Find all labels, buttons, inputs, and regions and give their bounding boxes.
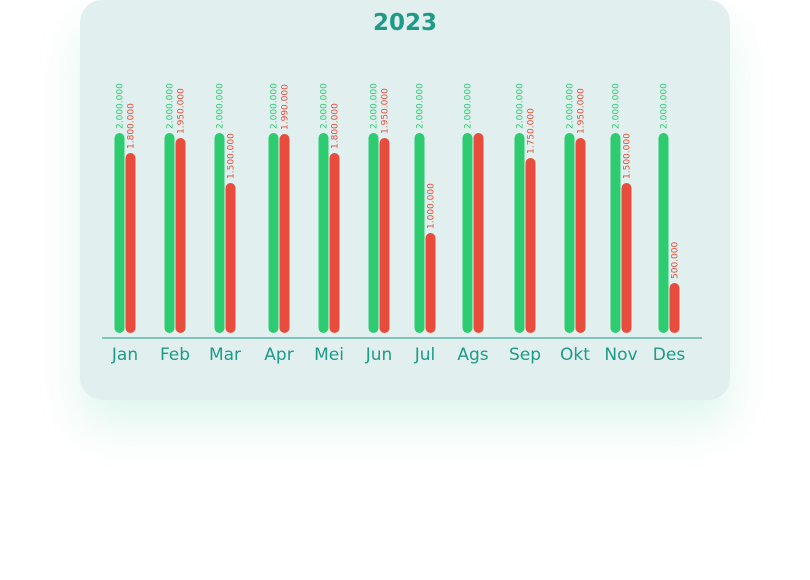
bar-red-feb bbox=[175, 138, 186, 333]
bar-green-sep bbox=[514, 133, 525, 333]
x-tick-label-des: Des bbox=[653, 345, 686, 365]
data-label-red-jul: 1.000.000 bbox=[427, 183, 437, 229]
data-label-green-feb: 2.000.000 bbox=[166, 83, 176, 129]
bar-green-nov bbox=[610, 133, 621, 333]
bar-red-nov bbox=[621, 183, 632, 333]
data-label-green-des: 2.000.000 bbox=[660, 83, 670, 129]
bar-red-mar bbox=[225, 183, 236, 333]
data-label-green-ags: 2.000.000 bbox=[464, 83, 474, 129]
x-tick-label-feb: Feb bbox=[160, 345, 190, 365]
x-tick-label-mar: Mar bbox=[209, 345, 241, 365]
data-label-green-nov: 2.000.000 bbox=[612, 83, 622, 129]
data-label-green-jul: 2.000.000 bbox=[416, 83, 426, 129]
bar-red-jul bbox=[425, 233, 436, 333]
chart-title: 2023 bbox=[372, 10, 437, 36]
x-tick-label-jul: Jul bbox=[414, 345, 436, 365]
bar-green-jul bbox=[414, 133, 425, 333]
bar-red-mei bbox=[329, 153, 340, 333]
data-label-green-okt: 2.000.000 bbox=[566, 83, 576, 129]
bar-red-ags bbox=[473, 133, 484, 333]
bar-red-des bbox=[669, 283, 680, 333]
x-tick-label-ags: Ags bbox=[457, 345, 488, 365]
bar-red-sep bbox=[525, 158, 536, 333]
data-label-green-mei: 2.000.000 bbox=[320, 83, 330, 129]
bar-red-okt bbox=[575, 138, 586, 333]
data-label-green-sep: 2.000.000 bbox=[516, 83, 526, 129]
bar-green-mar bbox=[214, 133, 225, 333]
x-tick-label-okt: Okt bbox=[560, 345, 590, 365]
data-label-red-mei: 1.800.000 bbox=[331, 103, 341, 149]
bar-red-jun bbox=[379, 138, 390, 333]
data-label-red-apr: 1.990.000 bbox=[281, 84, 291, 130]
data-label-red-sep: 1.750.000 bbox=[527, 108, 537, 154]
bar-green-jan bbox=[114, 133, 125, 333]
x-tick-label-mei: Mei bbox=[314, 345, 344, 365]
bar-green-apr bbox=[268, 133, 279, 333]
data-label-red-feb: 1.950.000 bbox=[177, 88, 187, 134]
x-tick-label-nov: Nov bbox=[604, 345, 637, 365]
x-tick-label-jan: Jan bbox=[111, 345, 138, 365]
bar-red-apr bbox=[279, 134, 290, 333]
data-label-red-jan: 1.800.000 bbox=[127, 103, 137, 149]
data-label-red-jun: 1.950.000 bbox=[381, 88, 391, 134]
data-label-red-okt: 1.950.000 bbox=[577, 88, 587, 134]
bar-red-jan bbox=[125, 153, 136, 333]
chart-card: 2023 2.000.000 1.800.000 Jan 2.000.000 1.950… bbox=[80, 0, 730, 400]
bar-green-okt bbox=[564, 133, 575, 333]
bar-green-jun bbox=[368, 133, 379, 333]
bar-green-ags bbox=[462, 133, 473, 333]
data-label-green-jan: 2.000.000 bbox=[116, 83, 126, 129]
data-label-green-jun: 2.000.000 bbox=[370, 83, 380, 129]
data-label-green-mar: 2.000.000 bbox=[216, 83, 226, 129]
x-tick-label-apr: Apr bbox=[264, 345, 293, 365]
bar-green-des bbox=[658, 133, 669, 333]
data-label-green-apr: 2.000.000 bbox=[270, 83, 280, 129]
x-tick-label-jun: Jun bbox=[365, 345, 393, 365]
data-label-red-des: 500.000 bbox=[671, 242, 681, 279]
bar-green-mei bbox=[318, 133, 329, 333]
x-tick-label-sep: Sep bbox=[509, 345, 541, 365]
data-label-red-mar: 1.500.000 bbox=[227, 133, 237, 179]
data-label-red-nov: 1.500.000 bbox=[623, 133, 633, 179]
bar-green-feb bbox=[164, 133, 175, 333]
